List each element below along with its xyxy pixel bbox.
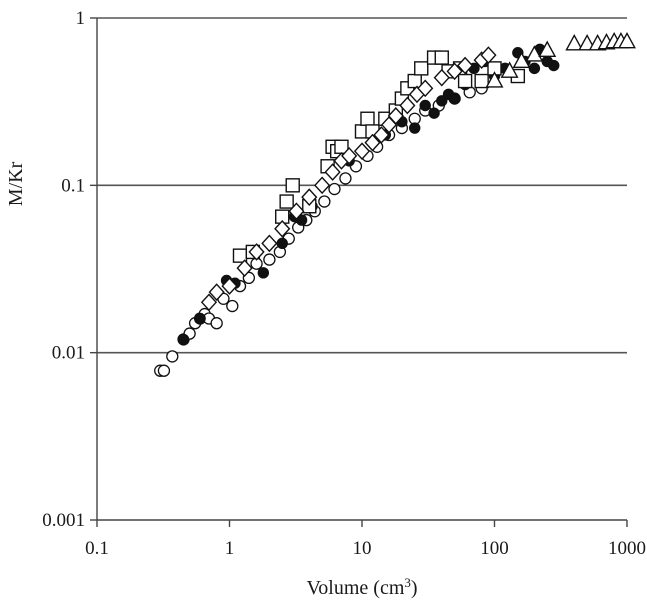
points-layer [154, 31, 636, 377]
data-point-open-triangle [512, 51, 531, 68]
data-point-open-circle [328, 182, 341, 196]
labels-layer: 0.001 0.01 0.1 1 0.1 1 10 100 1000 [42, 8, 646, 559]
data-point-open-triangle [618, 31, 636, 49]
data-point-open-square [434, 50, 449, 65]
data-point-open-triangle [485, 71, 504, 88]
data-point-open-square [457, 73, 473, 89]
data-point-open-diamond [353, 142, 371, 161]
data-point-open-diamond [236, 259, 253, 277]
data-point-open-diamond [364, 133, 381, 152]
data-point-open-diamond [480, 46, 497, 64]
data-point-open-circle [339, 172, 352, 185]
data-point-filled-circle [177, 333, 190, 346]
data-point-filled-circle [428, 107, 440, 119]
data-point-open-square [360, 111, 375, 126]
data-point-open-diamond [446, 62, 463, 81]
data-point-filled-circle [194, 312, 206, 325]
data-point-open-circle [318, 195, 331, 208]
x-tick-label: 1 [225, 538, 235, 559]
data-point-open-diamond [248, 243, 265, 261]
y-tick-label: 1 [76, 8, 86, 29]
data-point-open-circle [166, 350, 179, 363]
x-tick-label: 1000 [608, 538, 646, 559]
data-point-open-diamond [208, 283, 225, 301]
data-point-filled-circle [276, 237, 288, 250]
grid-layer [97, 17, 627, 354]
data-point-open-diamond [314, 176, 331, 195]
data-point-open-diamond [341, 147, 358, 165]
data-point-open-diamond [433, 68, 450, 87]
data-point-open-triangle [565, 34, 584, 51]
data-point-filled-circle [448, 92, 461, 105]
data-point-open-diamond [200, 293, 218, 312]
data-point-open-triangle [538, 40, 557, 57]
data-point-open-square [285, 178, 300, 193]
data-point-filled-circle [295, 214, 308, 226]
data-point-open-diamond [221, 277, 238, 295]
data-point-open-diamond [387, 107, 404, 125]
data-point-open-diamond [399, 96, 416, 115]
data-point-open-square [414, 61, 429, 76]
data-point-open-triangle [500, 61, 519, 78]
data-point-open-square [279, 194, 294, 209]
data-point-open-diamond [274, 219, 291, 238]
axes-layer [90, 17, 628, 527]
data-point-filled-circle [409, 122, 421, 134]
data-point-open-diamond [417, 79, 434, 98]
data-point-open-diamond [457, 56, 474, 75]
x-axis-title: Volume (cm3) [306, 575, 417, 600]
x-tick-label: 10 [353, 538, 372, 559]
data-point-filled-circle [436, 95, 448, 107]
data-point-filled-circle [548, 59, 560, 72]
data-point-filled-circle [419, 99, 431, 112]
data-point-open-triangle [525, 45, 544, 62]
data-point-open-diamond [373, 126, 390, 144]
data-point-filled-circle [257, 267, 270, 279]
y-tick-label: 0.1 [61, 175, 85, 196]
data-point-open-circle [157, 364, 171, 377]
x-tick-label: 0.1 [85, 538, 109, 559]
x-tick-label: 100 [480, 538, 509, 559]
y-axis-title: M/Kr [5, 161, 27, 206]
data-point-open-circle [210, 317, 223, 330]
data-point-open-square [474, 73, 489, 89]
data-point-open-diamond [324, 163, 341, 181]
data-point-open-diamond [301, 188, 318, 206]
data-point-open-diamond [288, 202, 305, 221]
data-point-open-circle [226, 299, 239, 313]
y-tick-label: 0.01 [52, 343, 85, 364]
data-point-open-circle [263, 253, 276, 266]
data-point-open-square [407, 73, 422, 89]
y-tick-label: 0.001 [42, 510, 85, 531]
data-point-open-diamond [261, 234, 278, 253]
data-point-filled-circle [528, 62, 541, 75]
